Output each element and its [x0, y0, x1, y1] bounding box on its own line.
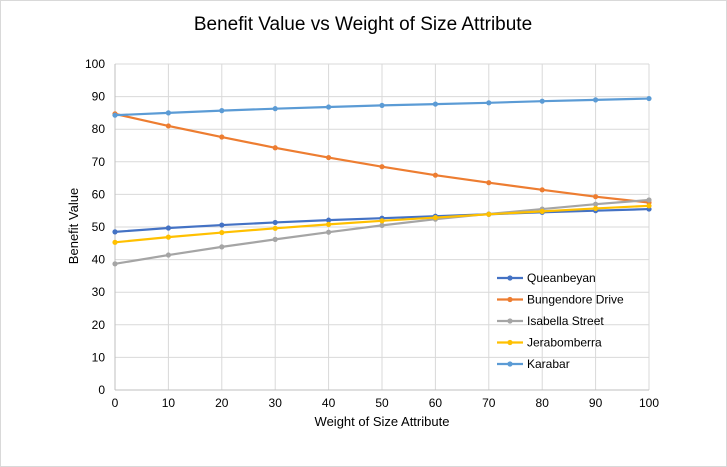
y-tick-label: 50 [92, 220, 106, 234]
legend-item-queanbeyan: Queanbeyan [497, 271, 596, 285]
x-tick-label: 70 [482, 396, 496, 410]
gridlines [115, 63, 650, 390]
x-tick-label: 80 [536, 396, 550, 410]
data-point-karabar [539, 98, 545, 104]
y-axis-label: Benefit Value [66, 188, 81, 264]
data-point-jerabomberra [593, 205, 599, 212]
data-point-karabar [165, 110, 171, 116]
legend-label: Jerabomberra [527, 336, 602, 350]
x-tick-label: 30 [269, 396, 283, 410]
data-point-isabella-street [112, 261, 118, 267]
y-tick-label: 100 [85, 57, 105, 71]
data-point-bungendore-drive [593, 194, 599, 200]
legend-label: Queanbeyan [527, 271, 596, 285]
series-lines [112, 95, 652, 267]
x-tick-label: 100 [639, 396, 659, 410]
x-tick-label: 10 [162, 396, 176, 410]
legend-label: Bungendore Drive [527, 293, 624, 307]
data-point-bungendore-drive [165, 123, 171, 129]
legend-item-karabar: Karabar [497, 357, 570, 371]
legend-marker [507, 339, 513, 346]
x-tick-label: 40 [322, 396, 336, 410]
legend-item-isabella-street: Isabella Street [497, 314, 604, 328]
data-point-karabar [432, 101, 438, 107]
y-tick-label: 90 [92, 90, 106, 104]
y-tick-label: 70 [92, 155, 106, 169]
legend-item-jerabomberra: Jerabomberra [497, 336, 602, 350]
data-point-jerabomberra [432, 214, 438, 221]
legend-marker [507, 361, 513, 367]
x-tick-label: 20 [215, 396, 229, 410]
x-axis-label: Weight of Size Attribute [315, 414, 450, 429]
data-point-queanbeyan [272, 219, 278, 226]
data-point-karabar [379, 102, 385, 109]
data-point-isabella-street [272, 236, 278, 242]
data-point-bungendore-drive [486, 180, 492, 186]
data-point-queanbeyan [165, 225, 171, 231]
y-tick-label: 0 [98, 383, 105, 397]
x-tick-label: 60 [429, 396, 443, 410]
data-point-karabar [593, 97, 599, 103]
y-tick-label: 60 [92, 187, 106, 201]
data-point-bungendore-drive [432, 172, 438, 178]
legend-marker [507, 318, 513, 324]
data-point-jerabomberra [646, 203, 652, 209]
legend-label: Isabella Street [527, 314, 604, 328]
data-point-karabar [219, 108, 225, 114]
series-jerabomberra [112, 203, 652, 245]
data-point-jerabomberra [326, 221, 332, 227]
x-tick-label: 0 [112, 396, 119, 410]
data-point-karabar [646, 95, 652, 102]
axes: 0 10 20 30 40 50 60 70 80 90 100 0 10 20 30 40 50 60 70 80 9… [85, 57, 659, 410]
data-point-bungendore-drive [326, 154, 332, 161]
series-karabar [112, 95, 652, 118]
x-tick-label: 50 [375, 396, 389, 410]
data-point-queanbeyan [219, 222, 225, 228]
legend-label: Karabar [527, 357, 570, 371]
data-point-karabar [272, 106, 278, 112]
y-tick-label: 10 [92, 350, 106, 364]
data-point-jerabomberra [272, 225, 278, 231]
legend-marker [507, 296, 513, 303]
legend-item-bungendore-drive: Bungendore Drive [497, 293, 624, 307]
data-point-jerabomberra [165, 234, 171, 240]
data-point-isabella-street [593, 201, 599, 207]
data-point-jerabomberra [379, 218, 385, 224]
data-point-isabella-street [379, 222, 385, 228]
data-point-isabella-street [165, 252, 171, 258]
data-point-isabella-street [326, 229, 332, 235]
data-point-karabar [486, 100, 492, 106]
data-point-jerabomberra [219, 229, 225, 236]
data-point-bungendore-drive [219, 134, 225, 140]
data-point-karabar [112, 112, 118, 118]
data-point-jerabomberra [112, 239, 118, 245]
legend: Queanbeyan Bungendore Drive Isabella Stree… [497, 271, 624, 371]
data-point-karabar [326, 104, 332, 110]
data-point-jerabomberra [486, 211, 492, 217]
data-point-jerabomberra [539, 208, 545, 214]
data-point-bungendore-drive [539, 187, 545, 193]
data-point-isabella-street [219, 244, 225, 250]
x-tick-label: 90 [589, 396, 603, 410]
y-tick-label: 80 [92, 122, 106, 136]
chart-title: Benefit Value vs Weight of Size Attribut… [194, 14, 532, 35]
data-point-queanbeyan [326, 217, 332, 223]
data-point-isabella-street [646, 197, 652, 203]
y-tick-label: 20 [92, 318, 106, 332]
y-tick-label: 40 [92, 253, 106, 267]
data-point-bungendore-drive [272, 145, 278, 151]
data-point-bungendore-drive [379, 164, 385, 170]
y-tick-label: 30 [92, 285, 106, 299]
data-point-queanbeyan [112, 229, 118, 235]
legend-marker [507, 275, 513, 281]
